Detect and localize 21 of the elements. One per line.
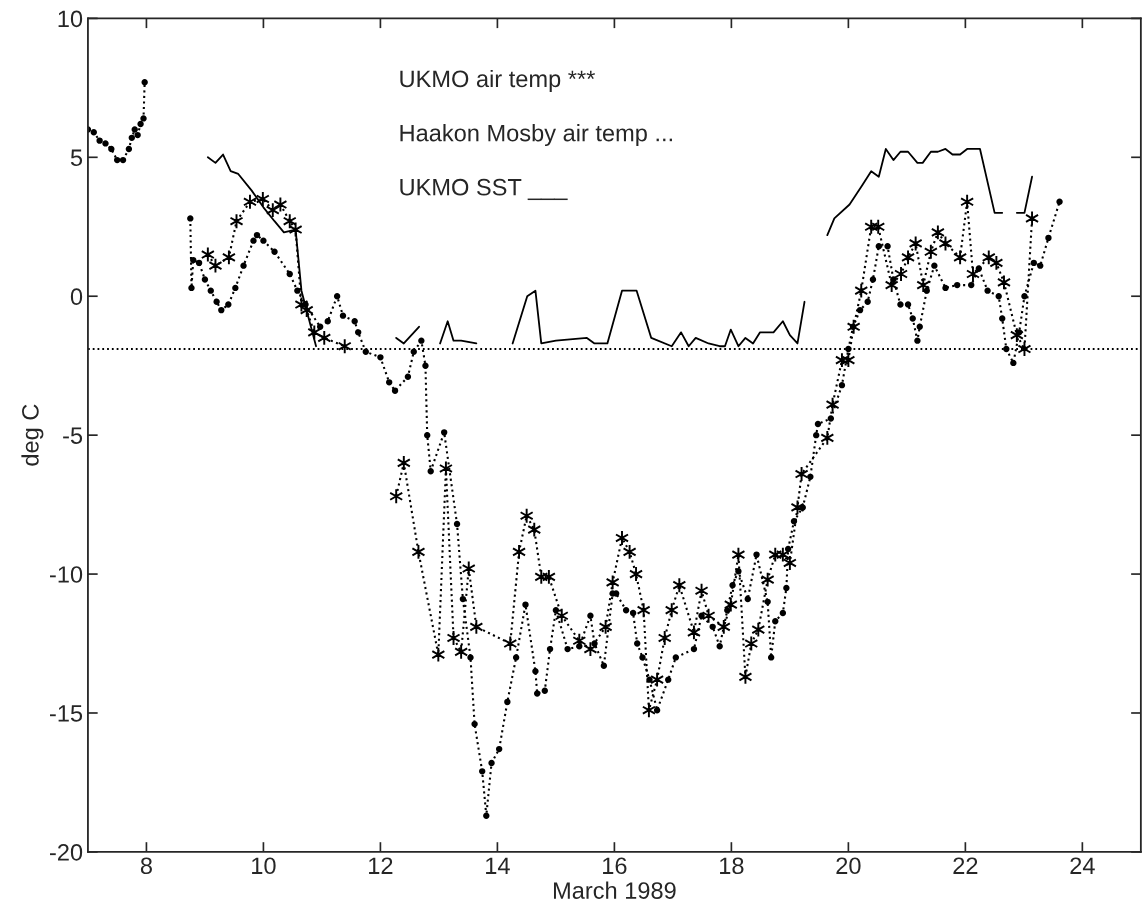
y-tick-label: 5 [70,149,83,167]
y-tick-label: -10 [50,566,83,583]
x-tick-label: 14 [486,857,510,874]
x-tick-label: 22 [953,857,978,874]
x-tick-label: 18 [720,857,744,875]
x-tick-label: 12 [369,857,393,874]
x-tick-label: 24 [1070,857,1095,874]
y-tick-label: 0 [70,288,83,306]
annotation: UKMO air temp *** [400,69,595,92]
annotation: UKMO SST ___ [400,178,568,201]
x-tick-label: 16 [603,857,627,875]
y-tick-label: -20 [50,843,83,861]
annotation: Haakon Mosby air temp ... [400,124,672,147]
y-tick-label: -15 [50,705,83,722]
y-tick-label: -5 [63,427,83,444]
x-axis-title: March 1989 [554,881,676,899]
y-axis-title: deg C [21,404,44,466]
x-tick-label: 8 [140,857,152,875]
y-tick-label: 10 [58,10,83,28]
x-tick-label: 10 [252,857,276,875]
x-tick-label: 20 [836,857,861,875]
